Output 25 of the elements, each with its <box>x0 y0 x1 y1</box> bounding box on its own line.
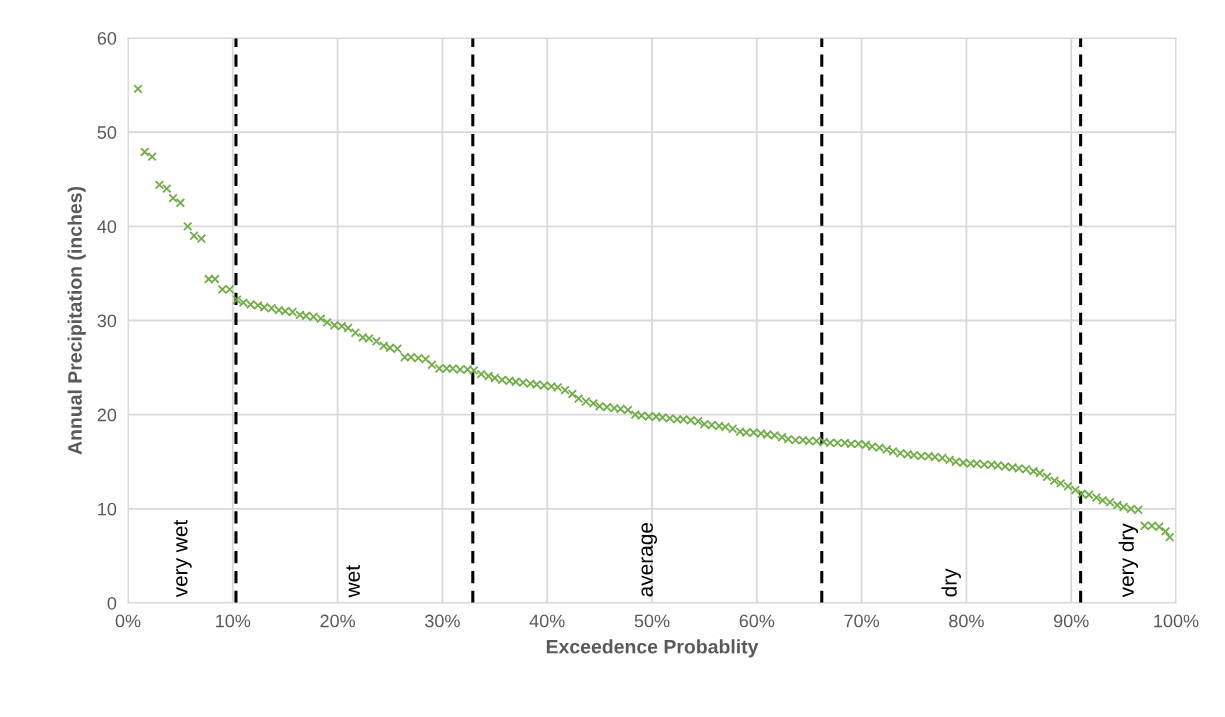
y-tick-label: 20 <box>97 408 117 422</box>
x-tick-label: 30% <box>425 614 460 628</box>
x-tick-label: 90% <box>1053 614 1089 628</box>
annotation: average <box>641 522 657 597</box>
y-tick-label: 30 <box>97 314 117 328</box>
y-tick-label: 10 <box>98 502 117 516</box>
x-tick-label: 100% <box>1154 614 1199 628</box>
x-axis-title: Exceedence Probablity <box>546 639 759 658</box>
y-tick-label: 60 <box>97 31 117 45</box>
y-tick-label: 0 <box>107 596 117 610</box>
x-tick-label: 0% <box>115 614 141 628</box>
annotation: very wet <box>173 519 192 598</box>
x-tick-label: 70% <box>844 614 880 628</box>
x-tick-label: 20% <box>320 614 356 628</box>
y-tick-label: 40 <box>97 220 117 234</box>
annotation: wet <box>346 565 360 598</box>
x-tick-label: 50% <box>634 614 670 628</box>
x-tick-label: 40% <box>529 614 565 628</box>
y-tick-label: 50 <box>97 126 117 139</box>
x-tick-label: 80% <box>949 614 984 628</box>
annotation: dry <box>941 568 961 597</box>
x-tick-label: 60% <box>739 614 775 628</box>
y-axis-title: Annual Precipitation (inches) <box>67 186 86 455</box>
annotation: very dry <box>1118 523 1139 598</box>
x-tick-label: 10% <box>216 614 251 628</box>
